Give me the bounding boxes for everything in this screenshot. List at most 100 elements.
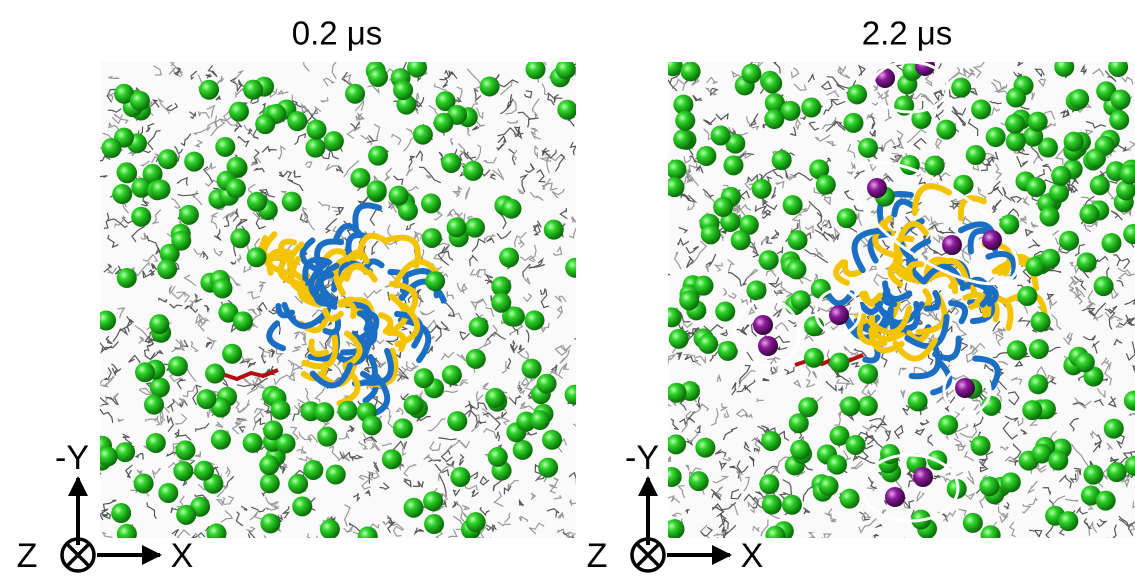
sphere <box>173 461 193 481</box>
sphere <box>404 498 424 518</box>
sphere <box>368 146 388 166</box>
sphere <box>317 427 337 447</box>
sphere <box>115 442 135 462</box>
sphere <box>1005 114 1025 134</box>
ion-sphere <box>955 378 975 398</box>
sphere <box>837 208 857 228</box>
sphere <box>350 168 370 188</box>
sphere <box>233 311 253 331</box>
sphere <box>306 120 326 140</box>
sphere <box>194 461 214 481</box>
sphere <box>135 362 155 382</box>
sphere <box>101 138 121 158</box>
sphere <box>367 180 387 200</box>
ion-sphere <box>885 487 905 507</box>
sphere <box>1051 166 1071 186</box>
sphere <box>667 383 687 403</box>
sphere <box>407 58 427 78</box>
panel-title: 0.2 μs <box>292 15 383 52</box>
sphere <box>840 489 860 509</box>
sphere <box>936 120 956 140</box>
sphere <box>288 474 308 494</box>
sphere <box>663 56 683 76</box>
sphere <box>243 80 263 100</box>
sphere <box>696 146 716 166</box>
sphere <box>1083 465 1103 485</box>
sphere <box>382 449 402 469</box>
sphere <box>134 473 154 493</box>
sphere <box>434 113 454 133</box>
sphere <box>111 503 131 523</box>
sphere <box>530 410 550 430</box>
sphere <box>731 230 751 250</box>
sphere <box>694 276 714 296</box>
axis-cross <box>67 544 89 566</box>
axis-label: X <box>741 537 764 575</box>
sphere <box>1109 110 1129 130</box>
sphere <box>963 513 983 533</box>
sphere <box>463 161 483 181</box>
sphere <box>146 433 166 453</box>
sphere <box>764 109 784 129</box>
sphere <box>1086 148 1106 168</box>
ion-sphere <box>867 178 887 198</box>
sphere <box>1049 183 1069 203</box>
sphere <box>1006 88 1026 108</box>
sphere <box>338 401 358 421</box>
sphere <box>1104 419 1124 439</box>
sphere <box>1111 90 1131 110</box>
lipid-tail <box>900 538 906 547</box>
sphere <box>1054 57 1074 77</box>
sphere <box>1101 233 1121 253</box>
sphere <box>447 217 467 237</box>
sphere <box>526 59 546 79</box>
sphere <box>762 73 782 93</box>
sphere <box>858 396 878 416</box>
sphere <box>1022 400 1042 420</box>
sphere <box>413 125 433 145</box>
sphere <box>772 150 792 170</box>
sphere <box>522 359 542 379</box>
axis-label: Z <box>587 537 608 575</box>
sphere <box>981 525 1001 545</box>
sphere <box>1048 451 1068 471</box>
sphere <box>542 430 562 450</box>
ion-sphere <box>758 336 778 356</box>
sphere <box>501 199 521 219</box>
sphere <box>565 258 585 278</box>
sphere <box>404 395 424 415</box>
sphere <box>524 310 544 330</box>
sphere <box>222 344 242 364</box>
sphere <box>669 329 689 349</box>
sphere <box>846 435 866 455</box>
sphere <box>1096 491 1116 511</box>
ion-sphere <box>942 235 962 255</box>
sphere <box>171 231 191 251</box>
sphere <box>762 495 782 515</box>
sphere <box>1026 177 1046 197</box>
sphere <box>393 80 413 100</box>
figure: 0.2 μs 2.2 μs -Y X Z -Y X Z <box>0 0 1135 584</box>
sphere <box>450 467 470 487</box>
sphere <box>345 84 365 104</box>
sphere <box>259 455 279 475</box>
sphere <box>1059 231 1079 251</box>
sphere <box>513 440 533 460</box>
axis-cross <box>637 544 659 566</box>
sphere <box>986 127 1006 147</box>
sphere <box>157 259 177 279</box>
sphere <box>196 389 216 409</box>
sphere <box>466 512 486 532</box>
sphere <box>320 519 340 539</box>
sphere <box>701 224 721 244</box>
sphere <box>229 102 249 122</box>
sphere <box>326 465 346 485</box>
sphere <box>811 279 831 299</box>
sphere <box>303 460 323 480</box>
ion-sphere <box>829 305 849 325</box>
sphere <box>499 247 519 267</box>
sphere <box>1007 340 1027 360</box>
sphere <box>804 348 824 368</box>
sphere <box>759 474 779 494</box>
sphere <box>389 186 409 206</box>
